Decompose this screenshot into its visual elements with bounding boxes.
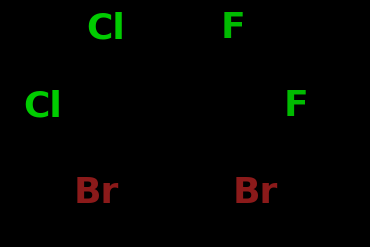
Text: Br: Br (233, 176, 278, 210)
Text: Cl: Cl (23, 89, 62, 123)
Text: F: F (284, 89, 308, 123)
Text: Br: Br (74, 176, 119, 210)
Text: Cl: Cl (86, 11, 125, 45)
Text: F: F (221, 11, 245, 45)
